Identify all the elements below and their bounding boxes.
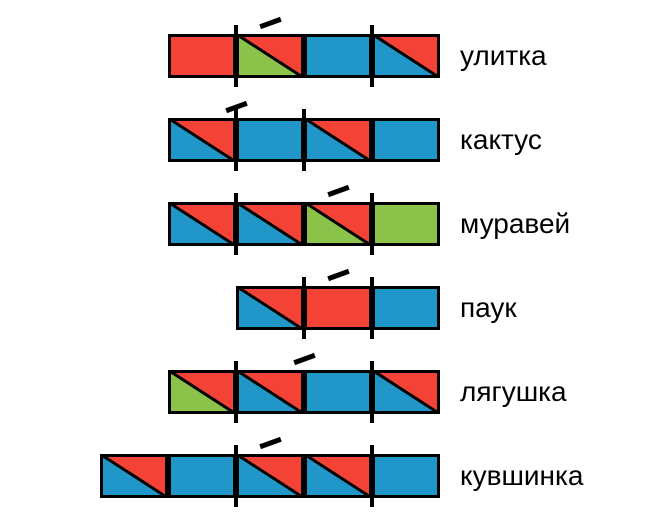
cell-svg: [372, 202, 440, 246]
stress-tick: [327, 269, 349, 281]
cell-svg: [168, 118, 236, 162]
cells-group: [168, 34, 440, 78]
cell-svg: [168, 370, 236, 414]
cell: [168, 202, 236, 246]
cell-svg: [304, 286, 372, 330]
cell: [372, 202, 440, 246]
cell: [372, 454, 440, 498]
word-row: улитка: [168, 34, 547, 78]
syllable-divider: [370, 445, 374, 507]
cell: [304, 118, 372, 162]
word-row: кактус: [168, 118, 542, 162]
cell: [236, 370, 304, 414]
cell: [304, 202, 372, 246]
word-row: лягушка: [168, 370, 567, 414]
cell: [236, 118, 304, 162]
cell-svg: [236, 286, 304, 330]
syllable-divider: [370, 361, 374, 423]
cell-svg: [304, 370, 372, 414]
cell-svg: [372, 34, 440, 78]
cells-group: [236, 286, 440, 330]
cell: [304, 34, 372, 78]
cell-svg: [168, 454, 236, 498]
word-label: паук: [460, 292, 517, 324]
cell-svg: [304, 454, 372, 498]
word-label: кувшинка: [460, 460, 583, 492]
cell-svg: [236, 370, 304, 414]
cell: [304, 286, 372, 330]
word-label: улитка: [460, 40, 547, 72]
cell-svg: [168, 202, 236, 246]
word-row: кувшинка: [100, 454, 583, 498]
cell-svg: [236, 118, 304, 162]
syllable-divider: [234, 361, 238, 423]
syllable-divider: [302, 277, 306, 339]
cell: [100, 454, 168, 498]
stress-tick: [327, 185, 349, 197]
syllable-divider: [370, 25, 374, 87]
syllable-divider: [370, 193, 374, 255]
cell-svg: [236, 202, 304, 246]
cell: [372, 370, 440, 414]
cells-group: [168, 202, 440, 246]
cell: [236, 286, 304, 330]
cells-group: [168, 118, 440, 162]
cell: [304, 370, 372, 414]
syllable-divider: [234, 25, 238, 87]
cell-svg: [372, 286, 440, 330]
syllable-divider: [302, 109, 306, 171]
word-label: муравей: [460, 208, 570, 240]
cell: [168, 34, 236, 78]
cell: [168, 370, 236, 414]
word-label: кактус: [460, 124, 542, 156]
cell: [236, 454, 304, 498]
word-label: лягушка: [460, 376, 567, 408]
cell-svg: [304, 202, 372, 246]
cell-svg: [304, 118, 372, 162]
syllable-divider: [234, 445, 238, 507]
cell-svg: [236, 454, 304, 498]
word-row: паук: [236, 286, 517, 330]
cell-svg: [372, 118, 440, 162]
cell-svg: [168, 34, 236, 78]
cell: [236, 202, 304, 246]
cell: [168, 118, 236, 162]
stress-tick: [259, 17, 281, 29]
syllable-divider: [234, 109, 238, 171]
cell: [372, 34, 440, 78]
stress-tick: [259, 437, 281, 449]
syllable-divider: [234, 193, 238, 255]
cell: [304, 454, 372, 498]
cell: [168, 454, 236, 498]
syllable-divider: [370, 277, 374, 339]
cell-svg: [372, 370, 440, 414]
cell: [372, 286, 440, 330]
cells-group: [168, 370, 440, 414]
word-row: муравей: [168, 202, 570, 246]
cell-svg: [236, 34, 304, 78]
stress-tick: [293, 353, 315, 365]
cell-svg: [372, 454, 440, 498]
cell: [236, 34, 304, 78]
cell-svg: [304, 34, 372, 78]
cell: [372, 118, 440, 162]
cells-group: [100, 454, 440, 498]
cell-svg: [100, 454, 168, 498]
